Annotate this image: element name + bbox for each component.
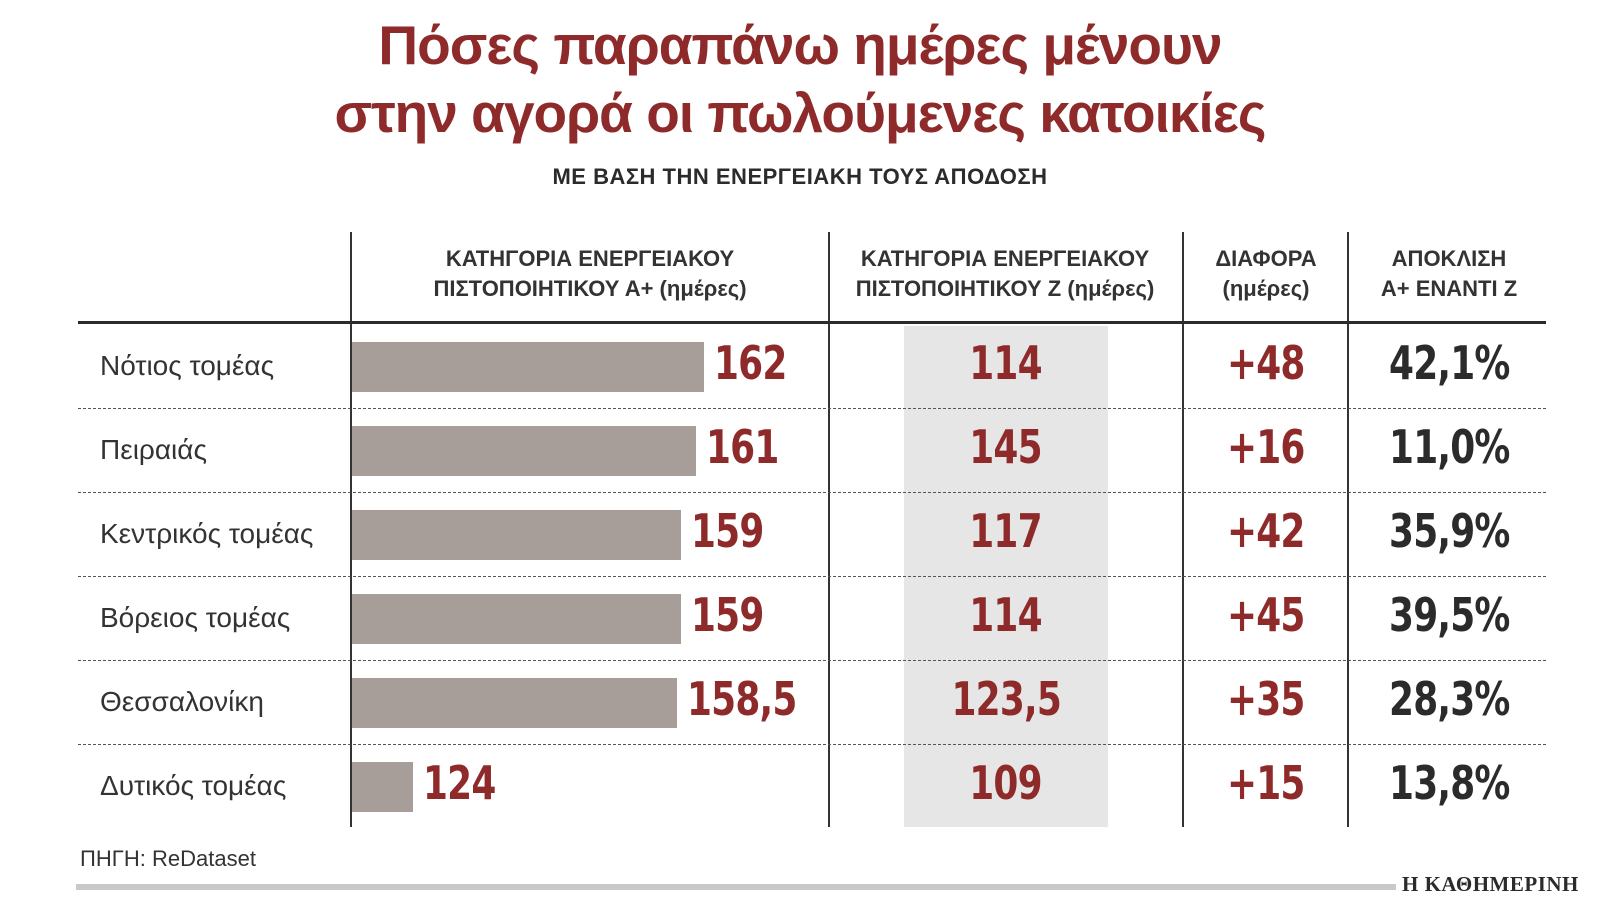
deviation-value-label: 13,8% [1388,756,1510,810]
chart-subtitle: ΜΕ ΒΑΣΗ ΤΗΝ ΕΝΕΡΓΕΙΑΚΗ ΤΟΥΣ ΑΠΟΔΟΣΗ [552,164,1048,189]
difference-value-label: +16 [1227,420,1305,474]
region-label: Πειραιάς [100,434,207,465]
a-plus-value-label: 159 [691,504,764,558]
z-value-label: 114 [969,588,1043,642]
footer-rule [76,884,1396,890]
z-value-label: 145 [969,420,1043,474]
chart-title-line-1: Πόσες παραπάνω ημέρες μένουν [378,14,1222,76]
row-separator [78,408,1546,409]
column-divider [350,232,352,827]
deviation-value-label: 39,5% [1388,588,1510,642]
z-value-label: 117 [969,504,1043,558]
region-label: Βόρειος τομέας [100,602,291,633]
z-value-label: 123,5 [951,672,1061,726]
a-plus-bar [352,426,697,476]
region-label: Νότιος τομέας [100,350,275,381]
a-plus-bar [352,762,413,812]
header-z-line-2: ΠΙΣΤΟΠΟΙΗΤΙΚΟΥ Ζ (ημέρες) [855,276,1155,301]
header-a-plus-line-1: ΚΑΤΗΓΟΡΙΑ ΕΝΕΡΓΕΙΑΚΟΥ [445,246,735,271]
header-a-plus: ΚΑΤΗΓΟΡΙΑ ΕΝΕΡΓΕΙΑΚΟΥ ΠΙΣΤΟΠΟΙΗΤΙΚΟΥ Α+ … [352,244,828,304]
header-z-line-1: ΚΑΤΗΓΟΡΙΑ ΕΝΕΡΓΕΙΑΚΟΥ [860,246,1150,271]
column-divider [1182,232,1184,827]
z-value-label: 109 [969,756,1043,810]
a-plus-bar [352,678,678,728]
table-row: Δυτικός τομέας 124 109 +15 13,8% [0,746,1600,830]
difference-value-label: +15 [1227,756,1305,810]
source-note: ΠΗΓΗ: ReDataset [80,846,256,871]
publisher-logo: Η ΚΑΘΗΜΕΡΙΝΗ [1402,872,1579,896]
a-plus-value-label: 158,5 [687,672,797,726]
a-plus-bar [352,594,681,644]
header-rule [78,321,1546,324]
difference-value-label: +48 [1227,336,1305,390]
column-divider [828,232,830,827]
header-deviation-line-1: ΑΠΟΚΛΙΣΗ [1391,246,1507,271]
row-separator [78,576,1546,577]
header-diff-line-2: (ημέρες) [1222,276,1310,301]
a-plus-value-label: 159 [691,588,764,642]
region-label: Κεντρικός τομέας [100,518,314,549]
a-plus-bar [352,510,681,560]
difference-value-label: +45 [1227,588,1305,642]
z-value-label: 114 [969,336,1043,390]
row-separator [78,492,1546,493]
deviation-value-label: 42,1% [1388,336,1510,390]
region-label: Δυτικός τομέας [100,770,287,801]
difference-value-label: +35 [1227,672,1305,726]
difference-value-label: +42 [1227,504,1305,558]
a-plus-value-label: 162 [714,336,787,390]
chart-title-line-2: στην αγορά οι πωλούμενες κατοικίες [334,82,1267,144]
table-row: Κεντρικός τομέας 159 117 +42 35,9% [0,494,1600,578]
a-plus-value-label: 161 [706,420,779,474]
deviation-value-label: 28,3% [1388,672,1510,726]
table-row: Πειραιάς 161 145 +16 11,0% [0,410,1600,494]
header-z: ΚΑΤΗΓΟΡΙΑ ΕΝΕΡΓΕΙΑΚΟΥ ΠΙΣΤΟΠΟΙΗΤΙΚΟΥ Ζ (… [829,244,1181,304]
row-separator [78,744,1546,745]
region-label: Θεσσαλονίκη [100,686,264,717]
a-plus-value-label: 124 [422,756,496,810]
row-separator [78,660,1546,661]
table-row: Νότιος τομέας 162 114 +48 42,1% [0,326,1600,410]
header-diff-line-1: ΔΙΑΦΟΡΑ [1215,246,1317,271]
column-divider [1347,232,1349,827]
header-diff: ΔΙΑΦΟΡΑ (ημέρες) [1186,244,1346,304]
deviation-value-label: 11,0% [1388,420,1510,474]
header-deviation-line-2: Α+ ΕΝΑΝΤΙ Ζ [1380,276,1518,301]
header-deviation: ΑΠΟΚΛΙΣΗ Α+ ΕΝΑΝΤΙ Ζ [1352,244,1546,304]
a-plus-bar [352,342,704,392]
header-a-plus-line-2: ΠΙΣΤΟΠΟΙΗΤΙΚΟΥ Α+ (ημέρες) [433,276,747,301]
table-row: Βόρειος τομέας 159 114 +45 39,5% [0,578,1600,662]
deviation-value-label: 35,9% [1388,504,1510,558]
table-row: Θεσσαλονίκη 158,5 123,5 +35 28,3% [0,662,1600,746]
